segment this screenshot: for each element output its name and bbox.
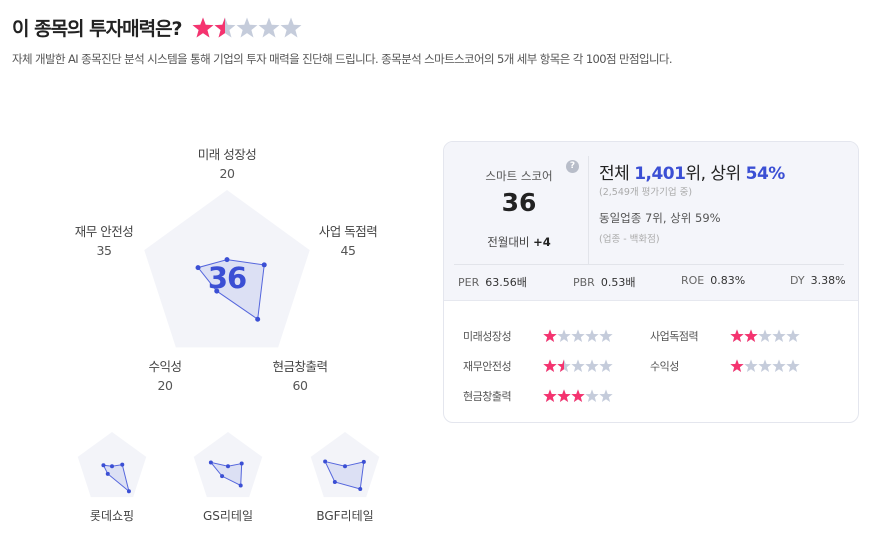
peer-radar-point [361, 459, 366, 464]
peer-radar-point [105, 471, 110, 476]
industry-rank: 동일업종 7위, 상위 59% [599, 211, 721, 225]
score-label: 스마트 스코어 [485, 169, 553, 183]
star-empty-icon [571, 359, 585, 373]
section-title: 이 종목의 투자매력은? [12, 14, 302, 41]
star-filled-icon [730, 329, 744, 343]
overall-rank: 전체 1,401위, 상위 54% [599, 164, 785, 184]
title-text: 이 종목의 투자매력은? [12, 18, 183, 40]
peer-name[interactable]: BGF리테일 [316, 509, 374, 523]
peer-radar-point [208, 460, 213, 465]
peer-radar-point [323, 459, 328, 464]
radar-point [261, 262, 267, 268]
metric-roe: ROE 0.83% [681, 274, 746, 287]
star-empty-icon [557, 329, 571, 343]
star-empty-icon [599, 359, 613, 373]
metric-per: PER 63.56배 [458, 276, 527, 289]
detail-stability: 재무안전성 [463, 358, 613, 374]
industry-note: (업종 - 백화점) [599, 234, 660, 245]
star-empty-icon [599, 329, 613, 343]
peer-radar-point [120, 462, 125, 467]
metric-pbr: PBR 0.53배 [573, 276, 636, 289]
help-icon[interactable]: ? [566, 160, 579, 173]
detail-profit: 수익성 [650, 358, 800, 374]
star-filled-icon [730, 359, 744, 373]
star-empty-icon [571, 329, 585, 343]
axis-label-cashflow: 현금창출력 60 [272, 359, 328, 393]
month-change: 전월대비 +4 [487, 235, 551, 249]
peer-radar-value-area [324, 460, 365, 490]
smart-score-card: 스마트 스코어 ? 36 전월대비 +4 전체 1,401위, 상위 54% (… [443, 141, 859, 423]
divider [588, 156, 589, 264]
peer-radar-point [101, 463, 106, 468]
radar-point [214, 288, 220, 294]
radar-point [195, 265, 201, 271]
radar-value-area [197, 259, 265, 321]
radar-center-score: 36 [208, 261, 246, 295]
axis-label-stability: 재무 안전성 35 [74, 224, 134, 258]
peer-radar-point [126, 489, 131, 494]
star-filled-icon [744, 329, 758, 343]
star-empty-icon [786, 329, 800, 343]
star-empty-icon [585, 329, 599, 343]
peer-radar-point [220, 474, 225, 479]
peer-radar-point [226, 464, 230, 469]
radar-background [144, 190, 310, 348]
rank-note: (2,549개 평가기업 중) [599, 187, 693, 198]
star-empty-icon [236, 17, 258, 37]
star-empty-icon [585, 389, 599, 403]
axis-label-profit: 수익성 20 [148, 359, 182, 393]
radar-point [224, 257, 230, 263]
star-empty-icon [258, 17, 280, 37]
peer-name[interactable]: GS리테일 [202, 509, 254, 523]
star-filled-icon [543, 329, 557, 343]
star-filled-icon [192, 17, 214, 37]
detail-cashflow: 현금창출력 [463, 388, 613, 404]
overall-rating [192, 17, 302, 39]
detail-growth: 미래성장성 [463, 328, 613, 344]
peer-radar-point [239, 461, 244, 466]
star-empty-icon [585, 359, 599, 373]
star-empty-icon [599, 389, 613, 403]
peer-radar-point [332, 479, 337, 484]
axis-label-growth: 미래 성장성 20 [197, 147, 257, 181]
detail-monopoly: 사업독점력 [650, 328, 800, 344]
star-filled-icon [214, 17, 236, 37]
star-filled-icon [557, 389, 571, 403]
description: 자체 개발한 AI 종목진단 분석 시스템을 통해 기업의 투자 매력을 진단해… [12, 52, 673, 66]
star-filled-icon [571, 389, 585, 403]
star-filled-icon [543, 359, 557, 373]
divider [454, 264, 844, 265]
radar-point [255, 316, 261, 322]
peer-radar-value-area [209, 461, 243, 487]
star-empty-icon [744, 359, 758, 373]
star-empty-icon [758, 329, 772, 343]
score-value: 36 [501, 188, 537, 217]
peer-radar-point [343, 464, 347, 469]
axis-label-monopoly: 사업 독점력 45 [318, 224, 378, 258]
peer-name[interactable]: 롯데쇼핑 [89, 509, 135, 523]
star-empty-icon [772, 359, 786, 373]
peer-radar-point [238, 483, 243, 488]
star-empty-icon [786, 359, 800, 373]
star-empty-icon [772, 329, 786, 343]
peer-radar-point [358, 486, 363, 491]
star-empty-icon [280, 17, 302, 37]
peer-radar-point [110, 464, 114, 469]
star-filled-icon [557, 359, 571, 373]
star-filled-icon [543, 389, 557, 403]
star-empty-icon [758, 359, 772, 373]
metric-dy: DY 3.38% [790, 274, 846, 287]
